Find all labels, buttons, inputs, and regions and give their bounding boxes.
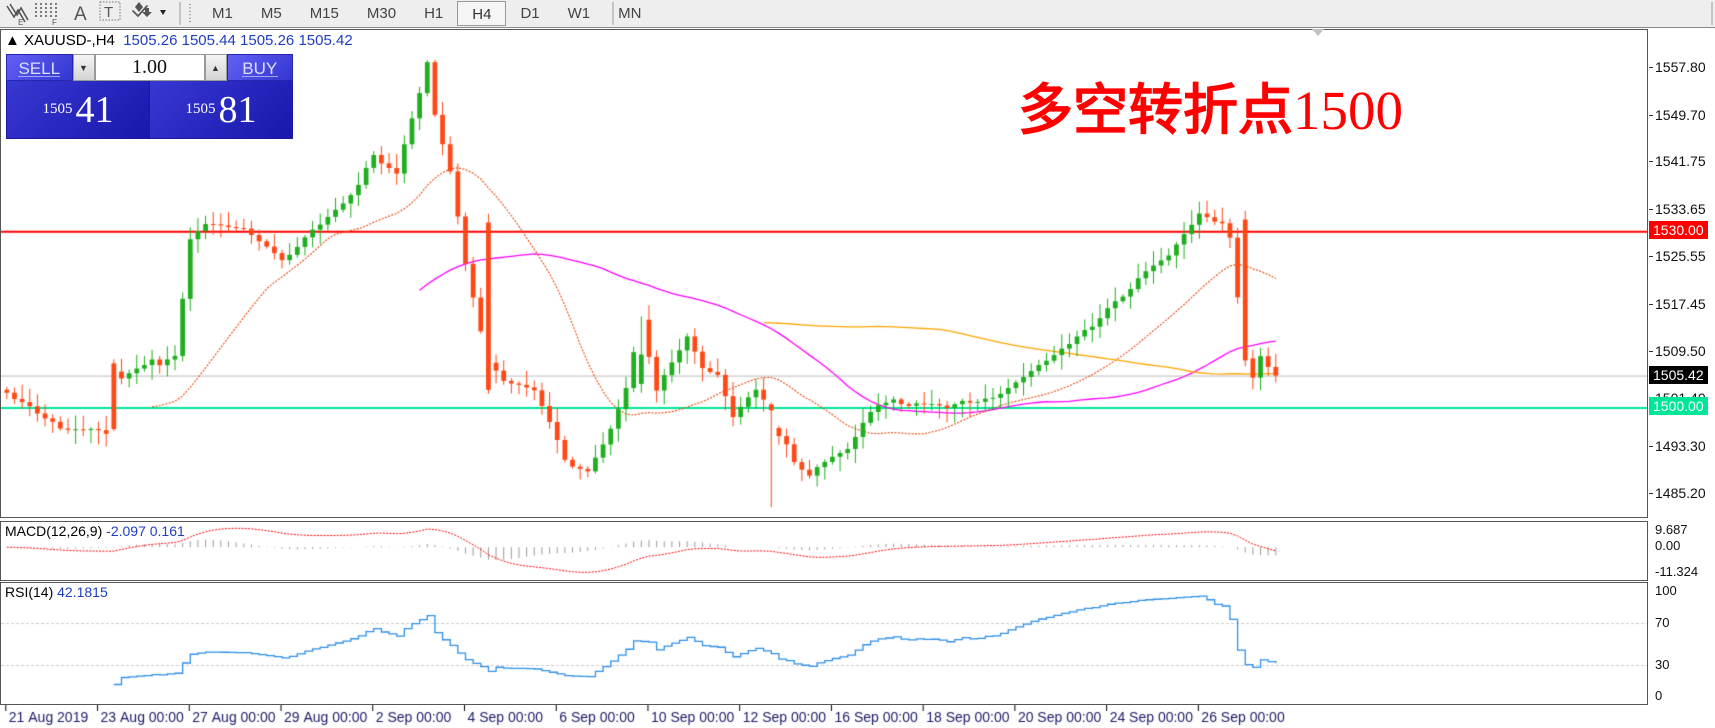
svg-text:F: F: [52, 18, 57, 27]
svg-text:E: E: [18, 18, 23, 27]
svg-text:T: T: [104, 4, 113, 21]
svg-text:A: A: [74, 4, 87, 25]
